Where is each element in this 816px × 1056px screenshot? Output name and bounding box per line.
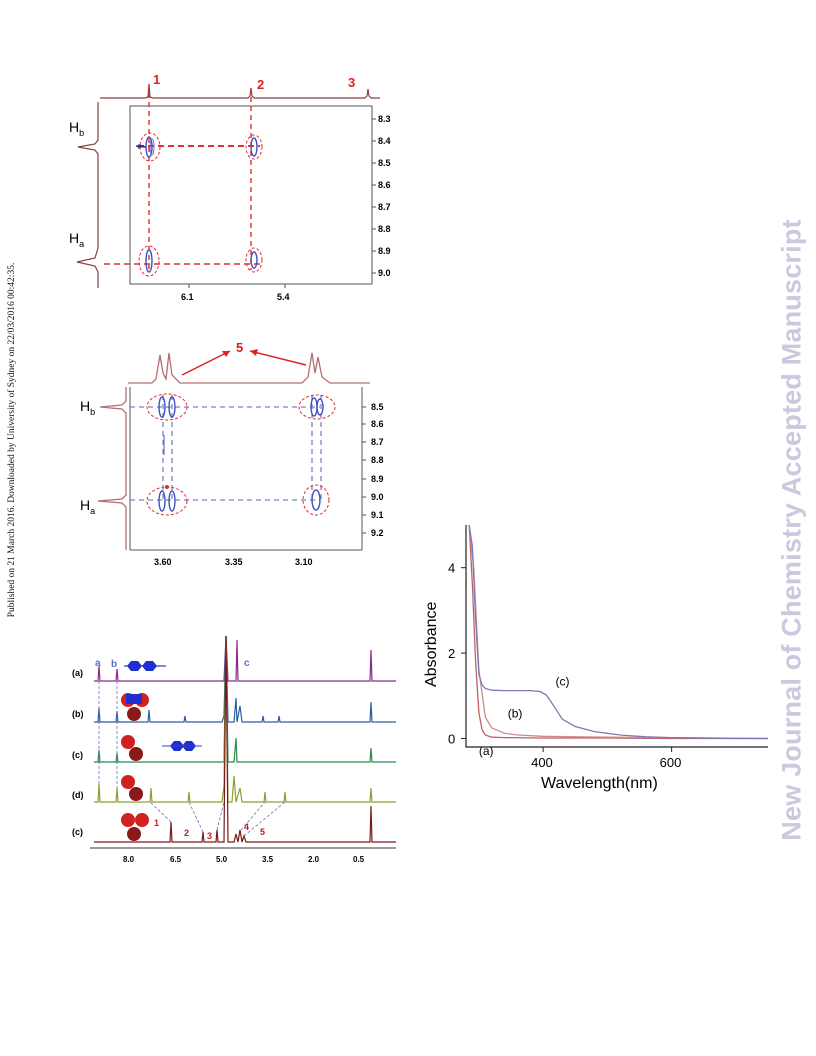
watermark-text: New Journal of Chemistry Accepted Manusc…: [776, 219, 807, 841]
trace-label-a: (a): [72, 668, 83, 678]
x-tick-2: 5.4: [277, 292, 290, 302]
molecule-cartoon-b: [121, 693, 149, 721]
stack-x-tick-5: 2.0: [308, 855, 320, 864]
trace-label-b: (b): [72, 709, 84, 719]
publication-line: Published on 21 March 2016. Downloaded b…: [4, 200, 20, 680]
mid-x-tick-3: 3.10: [295, 557, 313, 567]
trace-b: [94, 636, 396, 723]
stack-peak-3: 3: [207, 831, 212, 841]
top-1d-trace: [100, 83, 380, 99]
trace-label-d: (d): [72, 790, 84, 800]
uv-series-label-2: (c): [556, 675, 570, 689]
mid-hb-label: Hb: [80, 398, 95, 417]
mid-top-1d-trace: [128, 352, 370, 384]
trace-label-c2: (c): [72, 827, 83, 837]
mid-y-tick-7: 9.1: [371, 510, 384, 520]
nmr-stacked-panel: (a) (b) (c) (d) (c) a b c: [72, 636, 396, 864]
proton-letter-b: b: [111, 659, 117, 670]
x-tick-1: 6.1: [181, 292, 194, 302]
uv-axes: 0 2 4 400 600: [448, 525, 768, 770]
stack-peak-1: 1: [154, 818, 159, 828]
mid-y-tick-4: 8.8: [371, 455, 384, 465]
y-tick-7: 8.9: [378, 246, 391, 256]
molecule-cartoon-a: [124, 661, 166, 671]
uv-series-group: [468, 524, 769, 740]
y-tick-4: 8.6: [378, 180, 391, 190]
mid-y-tick-6: 9.0: [371, 492, 384, 502]
y-tick-5: 8.7: [378, 202, 391, 212]
mid-x-tick-1: 3.60: [154, 557, 172, 567]
stack-x-tick-3: 5.0: [216, 855, 228, 864]
mid-y-tick-5: 8.9: [371, 474, 384, 484]
trace-label-c: (c): [72, 750, 83, 760]
y-tick-8: 9.0: [378, 268, 391, 278]
ha-label: Ha: [69, 230, 84, 249]
mid-y-tick-8: 9.2: [371, 528, 384, 538]
stack-x-tick-1: 8.0: [123, 855, 135, 864]
mid-ha-label: Ha: [80, 497, 95, 516]
uv-series-line-2: [468, 524, 768, 740]
left-1d-trace: [76, 102, 99, 288]
mid-y-tick-3: 8.7: [371, 437, 384, 447]
peak-label-3: 3: [348, 75, 355, 90]
molecule-cartoon-e: [121, 813, 149, 841]
trace-c: [94, 636, 396, 763]
molecule-cartoon-d: [121, 775, 143, 801]
uv-y-tick-1: 2: [448, 646, 455, 661]
uv-y-tick-2: 4: [448, 561, 455, 576]
y-tick-2: 8.4: [378, 136, 391, 146]
uv-series-labels: (a) (b) (c): [479, 675, 570, 759]
stack-peak-4: 4: [244, 822, 249, 832]
mid-y-tick-1: 8.5: [371, 402, 384, 412]
journal-watermark: New Journal of Chemistry Accepted Manusc…: [772, 170, 812, 890]
y-tick-1: 8.3: [378, 114, 391, 124]
nmr-2d-top-panel: 1 2 3 Hb Ha 8.3 8.4 8.5 8.6 8.7 8.8 8.9 …: [69, 72, 391, 302]
stack-peak-2: 2: [184, 828, 189, 838]
trace-c2: [94, 636, 396, 843]
molecule-cartoon-c: [121, 735, 202, 761]
uv-series-label-1: (b): [508, 707, 523, 721]
uv-vis-chart: 0 2 4 400 600 (a) (b) (c) Absorbance Wavelengt…: [423, 524, 769, 792]
uv-series-label-0: (a): [479, 744, 494, 758]
y-tick-3: 8.5: [378, 158, 391, 168]
stack-x-tick-6: 0.5: [353, 855, 365, 864]
peak-label-2: 2: [257, 77, 264, 92]
peak-label-1: 1: [153, 72, 160, 87]
uv-axis-lines: [465, 525, 768, 748]
y-tick-6: 8.8: [378, 224, 391, 234]
mid-x-tick-2: 3.35: [225, 557, 243, 567]
peak-label-5: 5: [236, 340, 243, 355]
uv-y-tick-0: 0: [448, 731, 455, 746]
publication-line-text: Published on 21 March 2016. Downloaded b…: [7, 262, 17, 618]
uv-ylabel: Absorbance: [423, 602, 440, 687]
proton-letter-c: c: [244, 658, 250, 669]
stack-peak-5: 5: [260, 827, 265, 837]
stack-x-tick-2: 6.5: [170, 855, 182, 864]
uv-x-tick-1: 600: [660, 755, 682, 770]
proton-letter-a: a: [95, 658, 101, 669]
trace-a: [94, 636, 396, 682]
stack-x-tick-4: 3.5: [262, 855, 274, 864]
mid-left-1d-trace: [97, 387, 127, 550]
uv-series-line-0: [468, 524, 768, 740]
hb-label: Hb: [69, 119, 84, 138]
uv-xlabel: Wavelength(nm): [541, 775, 658, 792]
nmr-2d-middle-panel: 5 Hb Ha 8.5 8.6 8.7 8.8 8.9 9.0 9.1 9.2 …: [80, 340, 384, 567]
mid-y-tick-2: 8.6: [371, 419, 384, 429]
uv-x-tick-0: 400: [531, 755, 553, 770]
